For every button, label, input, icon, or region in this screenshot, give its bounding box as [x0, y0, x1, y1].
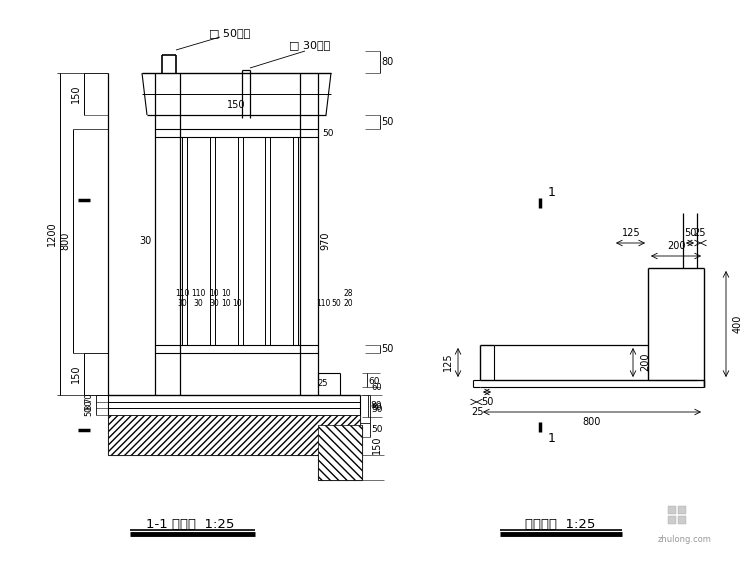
Text: 125: 125 [622, 228, 640, 238]
Text: 800: 800 [60, 232, 70, 250]
Polygon shape [108, 415, 360, 455]
Text: 400: 400 [733, 315, 743, 333]
Text: 1: 1 [548, 187, 556, 200]
Text: 80: 80 [382, 57, 394, 67]
Text: 200: 200 [640, 352, 650, 371]
Text: 150: 150 [71, 365, 81, 384]
Text: 80: 80 [371, 403, 382, 412]
Text: 50: 50 [331, 298, 341, 307]
Text: 20: 20 [343, 298, 353, 307]
Text: 30: 30 [139, 236, 151, 246]
Text: 30: 30 [177, 298, 187, 307]
Polygon shape [678, 516, 686, 524]
Text: □ 30钓管: □ 30钓管 [290, 40, 331, 50]
Polygon shape [668, 516, 676, 524]
Text: 50: 50 [684, 228, 696, 238]
Text: 1200: 1200 [47, 222, 57, 246]
Text: 50: 50 [371, 404, 383, 413]
Text: 25: 25 [318, 380, 329, 389]
Text: zhulong.com: zhulong.com [658, 535, 712, 544]
Text: 80: 80 [370, 402, 382, 411]
Text: 1-1 剖面图  1:25: 1-1 剖面图 1:25 [146, 518, 234, 531]
Text: 125: 125 [443, 352, 453, 371]
Text: 50: 50 [323, 129, 334, 138]
Text: 80: 80 [84, 400, 93, 411]
Text: 60: 60 [368, 377, 380, 386]
Text: 10: 10 [209, 289, 219, 297]
Text: 150: 150 [71, 85, 81, 103]
Text: 50: 50 [481, 397, 493, 407]
Text: 10: 10 [232, 298, 242, 307]
Text: 70: 70 [84, 393, 93, 403]
Text: 25: 25 [471, 407, 484, 417]
Text: 10: 10 [221, 289, 231, 297]
Polygon shape [678, 506, 686, 514]
Text: 200: 200 [667, 241, 685, 251]
Text: 50: 50 [371, 425, 383, 434]
Text: 1: 1 [548, 433, 556, 446]
Text: 露台栏杆  1:25: 露台栏杆 1:25 [525, 518, 595, 531]
Text: 30: 30 [209, 298, 219, 307]
Text: 150: 150 [372, 436, 382, 454]
Text: 50: 50 [381, 117, 393, 127]
Text: 800: 800 [583, 417, 601, 427]
Text: 30: 30 [193, 298, 203, 307]
Text: 110: 110 [191, 289, 205, 297]
Text: 110: 110 [174, 289, 190, 297]
Text: 970: 970 [320, 232, 330, 250]
Text: 110: 110 [316, 298, 330, 307]
Polygon shape [668, 506, 676, 514]
Text: 60: 60 [371, 382, 382, 391]
Text: 50: 50 [381, 344, 393, 354]
Text: 28: 28 [343, 289, 353, 297]
Text: 25: 25 [694, 228, 706, 238]
Text: □ 50钓管: □ 50钓管 [209, 28, 250, 38]
Text: 150: 150 [227, 100, 245, 110]
Text: 50: 50 [84, 406, 93, 416]
Text: 10: 10 [221, 298, 231, 307]
Polygon shape [318, 425, 362, 480]
